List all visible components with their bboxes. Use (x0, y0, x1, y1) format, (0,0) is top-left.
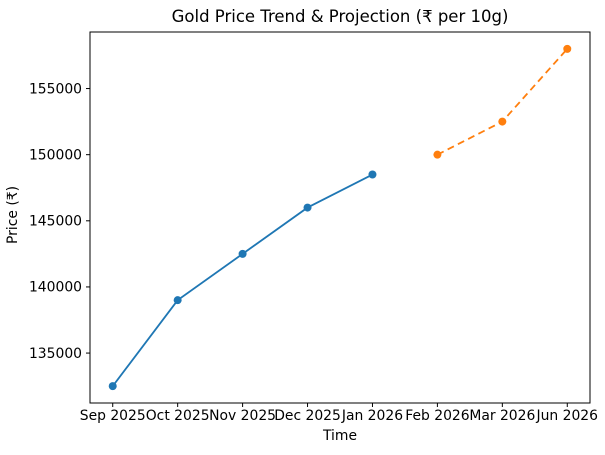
y-tick-label: 145000 (29, 214, 82, 230)
y-axis-label: Price (₹) (5, 186, 21, 244)
x-tick-label: Mar 2026 (469, 408, 535, 424)
plot-frame (89, 31, 591, 404)
x-tick-label: Feb 2026 (405, 408, 469, 424)
series-line-historical-trend (112, 173, 373, 387)
y-tick-label: 135000 (29, 346, 82, 362)
x-tick-label: Jan 2026 (341, 408, 403, 424)
x-tick-label: Jun 2026 (536, 408, 598, 424)
data-point-historical-trend (173, 296, 182, 305)
y-tick-label: 150000 (29, 147, 82, 163)
data-point-projection (433, 150, 442, 159)
y-tick-label: 155000 (29, 81, 82, 97)
x-tick-label: Sep 2025 (80, 408, 146, 424)
y-tick-label: 140000 (29, 280, 82, 296)
data-point-historical-trend (238, 249, 247, 258)
plot-series-group: 135000 140000 145000 150000 155000 Sep 2025 Oc… (29, 31, 598, 424)
data-point-projection (563, 44, 572, 53)
x-tick-label: Oct 2025 (146, 408, 210, 424)
x-tick-label: Nov 2025 (209, 408, 276, 424)
data-point-historical-trend (368, 170, 377, 179)
data-point-historical-trend (108, 382, 117, 391)
chart-title: Gold Price Trend & Projection (₹ per 10g… (172, 7, 509, 26)
data-point-projection (498, 117, 507, 126)
x-tick-label: Dec 2025 (274, 408, 341, 424)
series-line-projection (436, 48, 568, 156)
x-axis-label: Time (322, 428, 357, 444)
data-point-historical-trend (303, 203, 312, 212)
